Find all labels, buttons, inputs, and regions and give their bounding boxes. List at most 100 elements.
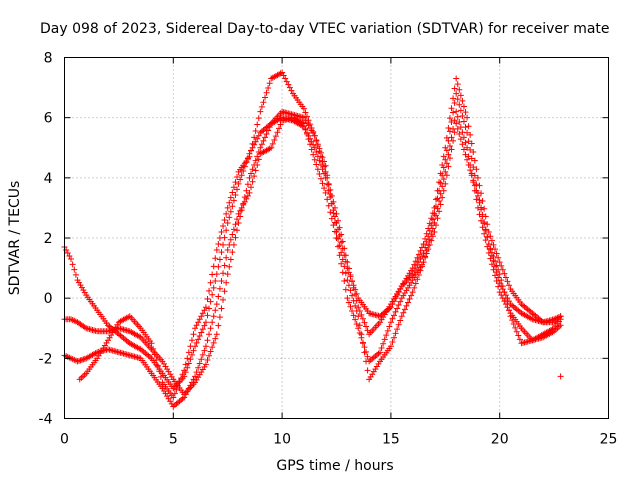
data-point <box>417 256 424 263</box>
data-point <box>181 394 188 401</box>
data-point <box>434 205 441 212</box>
data-point <box>246 189 253 196</box>
data-point <box>202 319 209 326</box>
data-point <box>207 348 214 355</box>
data-point <box>210 339 217 346</box>
data-point <box>184 355 191 362</box>
data-point <box>176 378 183 385</box>
data-point <box>460 103 467 110</box>
data-point <box>507 313 514 320</box>
data-point <box>409 289 416 296</box>
data-point <box>460 146 467 153</box>
data-point <box>195 336 202 343</box>
data-point <box>476 199 483 206</box>
x-axis-label: GPS time / hours <box>276 458 393 474</box>
data-point <box>476 211 483 218</box>
data-point <box>213 301 220 308</box>
data-point <box>196 316 203 323</box>
data-point <box>187 382 194 389</box>
data-point <box>218 305 225 312</box>
data-point <box>204 312 211 319</box>
data-point <box>488 237 495 244</box>
data-point <box>195 364 202 371</box>
data-point <box>328 200 335 207</box>
data-point <box>78 356 85 363</box>
data-point <box>459 112 466 119</box>
data-point <box>74 277 81 284</box>
data-point <box>502 295 509 302</box>
data-point <box>481 220 488 227</box>
data-point <box>492 258 499 265</box>
data-point <box>496 259 503 266</box>
data-point <box>212 307 219 314</box>
data-point <box>446 115 453 122</box>
data-point <box>470 149 477 156</box>
data-point <box>468 140 475 147</box>
data-point <box>436 208 443 215</box>
data-point <box>347 287 354 294</box>
data-point <box>493 277 500 284</box>
data-point <box>227 256 234 263</box>
data-point <box>358 311 365 318</box>
data-point <box>358 331 365 338</box>
data-point <box>237 207 244 214</box>
data-point <box>277 121 284 128</box>
data-point <box>235 219 242 226</box>
data-point <box>204 337 211 344</box>
data-point <box>265 85 272 92</box>
data-point <box>437 179 444 186</box>
data-point <box>316 170 323 177</box>
data-point <box>415 271 422 278</box>
data-point <box>249 140 256 147</box>
data-point <box>192 373 199 380</box>
data-point <box>464 144 471 151</box>
data-point <box>310 151 317 158</box>
data-point <box>220 296 227 303</box>
data-point <box>66 253 73 260</box>
data-point <box>327 191 334 198</box>
data-point <box>397 298 404 305</box>
data-point <box>420 241 427 248</box>
data-point <box>440 187 447 194</box>
data-point <box>215 293 222 300</box>
data-point <box>321 158 328 165</box>
data-point <box>504 301 511 308</box>
data-point <box>506 282 513 289</box>
data-point <box>415 251 422 258</box>
data-point <box>498 277 505 284</box>
data-point <box>454 96 461 103</box>
data-point <box>193 339 200 346</box>
data-point <box>401 306 408 313</box>
data-point <box>246 153 253 160</box>
data-point <box>361 319 368 326</box>
data-point <box>199 351 206 358</box>
data-point <box>238 204 245 211</box>
data-point <box>244 192 251 199</box>
data-point <box>384 327 391 334</box>
data-point <box>212 255 219 262</box>
data-point <box>338 249 345 256</box>
data-point <box>244 181 251 188</box>
data-point <box>350 312 357 319</box>
data-point <box>313 161 320 168</box>
data-point <box>380 340 387 347</box>
data-point <box>443 172 450 179</box>
data-point <box>363 358 370 365</box>
data-point <box>557 316 564 323</box>
data-point <box>204 296 211 303</box>
data-point <box>226 199 233 206</box>
data-point <box>316 157 323 164</box>
data-point <box>71 266 78 273</box>
data-point <box>210 313 217 320</box>
data-point <box>257 144 264 151</box>
data-point <box>408 292 415 299</box>
data-point <box>81 355 88 362</box>
data-point <box>394 305 401 312</box>
y-tick-label: 0 <box>44 291 53 307</box>
data-point <box>212 335 219 342</box>
data-point <box>515 332 522 339</box>
data-point <box>188 337 195 344</box>
data-point <box>252 127 259 134</box>
data-point <box>212 277 219 284</box>
data-point <box>487 245 494 252</box>
